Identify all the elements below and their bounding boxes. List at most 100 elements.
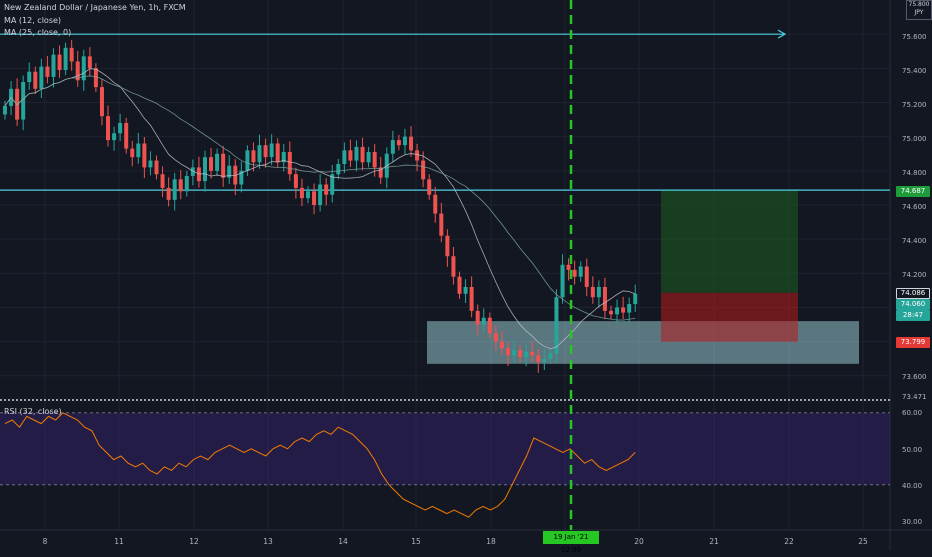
candle-body — [257, 145, 262, 163]
candle-body — [390, 140, 395, 154]
candle-body — [493, 333, 498, 342]
rsi-axis-label: 50.00 — [902, 446, 923, 454]
price-axis-label: 74.400 — [902, 237, 927, 245]
countdown-tag: 28:47 — [896, 310, 930, 321]
candle-body — [366, 152, 371, 163]
candle-body — [354, 146, 359, 161]
candle-body — [409, 136, 414, 151]
candle-body — [372, 152, 377, 168]
candle-body — [263, 145, 268, 158]
candle-body — [3, 105, 7, 115]
price-axis-label: 75.600 — [902, 33, 927, 41]
time-axis-label: 11 — [114, 537, 124, 546]
candle-body — [312, 191, 317, 205]
candle-body — [112, 133, 117, 141]
candle-body — [118, 122, 123, 134]
rsi-axis-label: 40.00 — [902, 482, 923, 490]
candle-body — [499, 341, 504, 349]
candle-body — [51, 54, 56, 77]
candle-body — [342, 150, 347, 164]
candle-body — [287, 152, 292, 175]
candle-body — [451, 256, 456, 277]
candle-body — [584, 266, 589, 287]
candle-body — [63, 47, 68, 71]
candle-body — [227, 165, 232, 178]
last-price-tag[interactable]: 74.086 — [896, 288, 930, 299]
candle-body — [572, 269, 577, 277]
price-axis-label: 74.800 — [902, 169, 927, 177]
candle-body — [336, 163, 341, 175]
rsi-axis-label: 60.00 — [902, 409, 923, 417]
candle-body — [136, 143, 141, 158]
candle-body — [172, 179, 177, 200]
price-axis-label: 75.200 — [902, 101, 927, 109]
candle-body — [299, 187, 304, 199]
rsi-line — [4, 412, 636, 518]
currency-box[interactable]: 75.800 JPY — [906, 0, 932, 20]
candle-body — [202, 157, 207, 182]
candle-body — [221, 153, 226, 178]
candle-body — [93, 68, 98, 88]
candle-body — [69, 47, 74, 62]
candle-body — [602, 286, 607, 311]
candle-body — [45, 66, 50, 77]
candle-body — [160, 174, 165, 188]
time-axis-label: 18 — [486, 537, 496, 546]
candle-body — [402, 136, 407, 146]
candle-body — [415, 150, 420, 161]
candle-body — [524, 351, 529, 358]
ma-line-25 — [4, 75, 636, 321]
rsi-band — [0, 412, 890, 485]
rsi-legend[interactable]: RSI (32, close) — [4, 407, 62, 416]
candle-body — [560, 264, 565, 298]
time-axis-label: 8 — [42, 537, 48, 546]
candle-body — [396, 140, 401, 146]
candle-body — [324, 184, 329, 195]
price-axis-label: 74.200 — [902, 271, 927, 279]
candle-body — [566, 264, 571, 270]
candle-body — [505, 348, 510, 356]
current-price-tag[interactable]: 74.060 — [896, 299, 930, 310]
ray-arrow-head — [777, 29, 787, 39]
candle-body — [536, 355, 541, 363]
time-axis-label: 14 — [338, 537, 348, 546]
candle-body — [293, 174, 298, 188]
candle-body — [512, 350, 517, 356]
position-stop-zone — [661, 292, 798, 342]
candle-body — [190, 167, 195, 176]
candle-body — [281, 152, 286, 163]
symbol-title[interactable]: New Zealand Dollar / Japanese Yen, 1h, F… — [4, 3, 186, 12]
stop-price-tag[interactable]: 73.799 — [896, 337, 930, 348]
candle-body — [87, 56, 92, 69]
position-target-zone — [661, 190, 798, 293]
time-axis-label: 13 — [263, 537, 273, 546]
candle-body — [621, 307, 626, 313]
crosshair-time-label: 19 Jan '21 02:00 — [543, 531, 599, 554]
time-axis-label: 20 — [634, 537, 644, 546]
candle-body — [615, 307, 620, 315]
ma12-legend[interactable]: MA (12, close) — [4, 16, 62, 25]
time-axis-label: 25 — [858, 537, 868, 546]
candle-body — [245, 150, 250, 171]
candle-body — [21, 81, 26, 120]
candle-body — [209, 157, 214, 171]
candle-body — [251, 150, 256, 163]
candle-body — [487, 317, 492, 334]
candle-body — [142, 143, 147, 168]
candle-body — [148, 160, 153, 168]
price-axis-label: 75.400 — [902, 67, 927, 75]
candle-body — [360, 146, 365, 163]
candle-body — [124, 122, 129, 149]
candle-body — [542, 358, 547, 363]
ma25-legend[interactable]: MA (25, close, 0) — [4, 28, 72, 37]
candle-body — [421, 160, 426, 180]
candle-body — [154, 160, 159, 175]
resistance-price-tag[interactable]: 74.687 — [896, 186, 930, 197]
candle-body — [348, 150, 353, 161]
candle-body — [463, 286, 468, 294]
candle-body — [75, 61, 80, 81]
candle-body — [318, 184, 323, 205]
candle-body — [481, 317, 486, 325]
